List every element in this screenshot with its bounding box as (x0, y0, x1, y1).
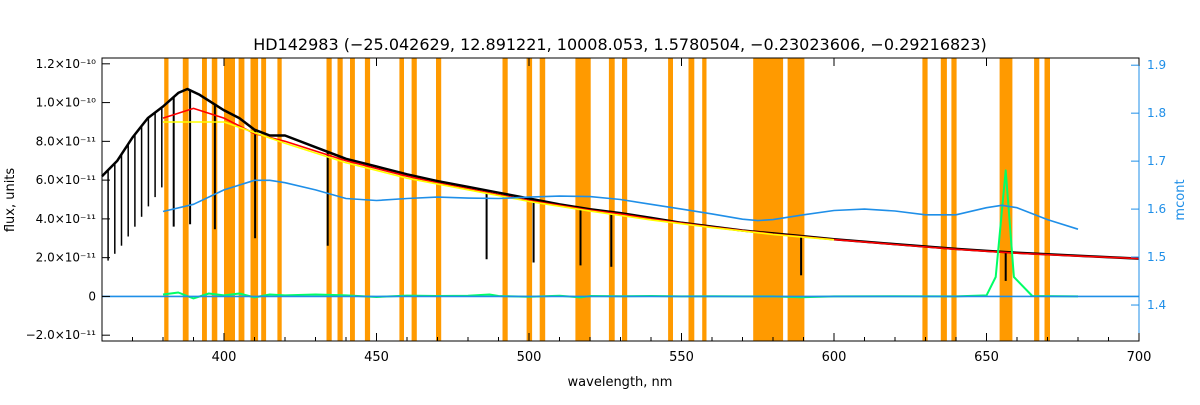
x-tick-label: 400 (212, 350, 237, 365)
masked-band (688, 58, 695, 341)
masked-band (436, 58, 442, 341)
x-axis-label: wavelength, nm (568, 375, 673, 390)
masked-band (668, 58, 673, 341)
masked-band (326, 58, 332, 341)
chart-title: HD142983 (−25.042629, 12.891221, 10008.0… (253, 35, 987, 54)
masked-band (164, 58, 169, 341)
masked-band (277, 58, 282, 341)
x-tick-label: 450 (364, 350, 389, 365)
y-left-tick-label: 6.0×10⁻¹¹ (36, 173, 97, 187)
series-line-3 (162, 169, 1079, 300)
y-right-tick-label: 1.7 (1147, 154, 1166, 168)
masked-band (922, 58, 928, 341)
y-right-tick-label: 1.5 (1147, 250, 1166, 264)
x-tick-label: 600 (822, 350, 847, 365)
series-line-1 (162, 107, 1140, 260)
y-right-tick-label: 1.6 (1147, 202, 1166, 216)
y-left-tick-label: 2.0×10⁻¹¹ (36, 251, 97, 265)
masked-band (999, 58, 1013, 341)
masked-band (411, 58, 417, 341)
masked-band (182, 58, 189, 341)
x-tick-label: 500 (517, 350, 542, 365)
x-tick-label: 550 (669, 350, 694, 365)
masked-band (575, 58, 591, 341)
y-left-tick-label: 0 (88, 289, 96, 303)
masked-band (238, 58, 245, 341)
y-axis-label-left: flux, units (3, 168, 18, 233)
masked-band (261, 58, 267, 341)
y-left-tick-label: −2.0×10⁻¹¹ (26, 328, 97, 342)
masked-band (1044, 58, 1050, 341)
masked-band (224, 58, 235, 341)
y-right-tick-label: 1.8 (1147, 106, 1166, 120)
masked-band (702, 58, 707, 341)
x-tick-label: 650 (974, 350, 999, 365)
masked-band (539, 58, 546, 341)
x-tick-label: 700 (1127, 350, 1152, 365)
y-left-tick-label: 4.0×10⁻¹¹ (36, 212, 97, 226)
masked-band (608, 58, 615, 341)
y-left-tick-label: 8.0×10⁻¹¹ (36, 134, 97, 148)
masked-band (787, 58, 805, 341)
masked-band (1034, 58, 1040, 341)
series-line-2 (163, 121, 835, 241)
y-left-tick-label: 1.2×10⁻¹⁰ (36, 57, 97, 71)
y-left-tick-label: 1.0×10⁻¹⁰ (36, 96, 97, 110)
y-right-tick-label: 1.4 (1147, 298, 1166, 312)
y-right-tick-label: 1.9 (1147, 58, 1166, 72)
masked-band (753, 58, 784, 341)
series-line-4 (162, 179, 1079, 230)
y-axis-label-right: mcont (1173, 179, 1188, 220)
masked-band (502, 58, 508, 341)
masked-band (940, 58, 947, 341)
masked-band (951, 58, 957, 341)
masked-band (337, 58, 343, 341)
